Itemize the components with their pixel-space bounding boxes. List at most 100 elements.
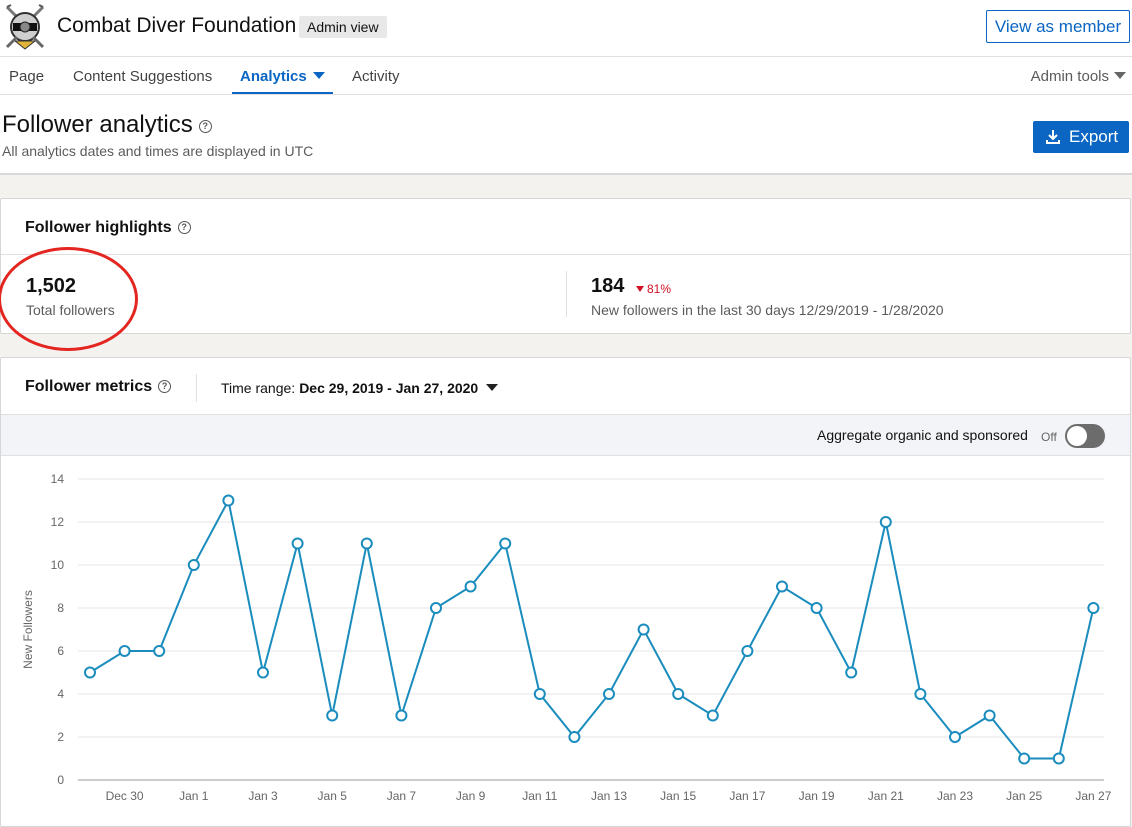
top-bar: Combat Diver Foundation Admin view View … xyxy=(0,0,1132,57)
x-tick-label: Dec 30 xyxy=(106,789,144,803)
export-label: Export xyxy=(1069,127,1119,146)
download-icon xyxy=(1046,130,1060,144)
x-tick-label: Jan 13 xyxy=(591,789,627,803)
x-tick-label: Jan 21 xyxy=(868,789,904,803)
time-range-dropdown[interactable]: Time range: Dec 29, 2019 - Jan 27, 2020 xyxy=(221,380,499,396)
card-title: Follower highlights? xyxy=(25,219,191,237)
tab-analytics[interactable]: Analytics xyxy=(232,57,333,94)
data-point xyxy=(776,580,788,593)
red-circle-annotation xyxy=(0,247,138,351)
x-tick-label: Jan 5 xyxy=(318,789,348,803)
data-point xyxy=(983,709,996,722)
delta-value: 81% xyxy=(647,282,672,296)
data-point xyxy=(879,516,892,528)
y-tick-label: 2 xyxy=(57,730,64,744)
data-point xyxy=(914,688,927,700)
help-icon[interactable]: ? xyxy=(177,221,191,235)
page-subtitle: All analytics dates and times are displa… xyxy=(2,143,314,159)
admin-tools-menu[interactable]: Admin tools xyxy=(1031,57,1126,95)
data-point xyxy=(222,494,235,507)
tab-content-suggestions-label: Content Suggestions xyxy=(73,68,213,85)
data-point xyxy=(464,580,477,593)
chevron-down-icon xyxy=(1114,72,1126,79)
x-tick-label: Jan 23 xyxy=(937,789,973,803)
diver-helmet-logo-icon[interactable] xyxy=(3,3,47,51)
data-point xyxy=(810,602,823,614)
x-tick-label: Jan 25 xyxy=(1006,789,1042,803)
page-title: Follower analytics? xyxy=(2,111,212,139)
new-followers-label: New followers in the last 30 days 12/29/… xyxy=(591,302,944,318)
toggle-knob xyxy=(1067,426,1087,446)
export-button[interactable]: Export xyxy=(1033,121,1129,153)
aggregate-label: Aggregate organic and sponsored xyxy=(817,427,1028,443)
tab-analytics-label: Analytics xyxy=(240,68,307,85)
data-point xyxy=(360,537,373,550)
data-point xyxy=(257,666,269,679)
y-axis-label: New Followers xyxy=(21,590,35,669)
data-point xyxy=(1052,752,1065,765)
tab-activity[interactable]: Activity xyxy=(352,57,400,95)
x-tick-label: Jan 3 xyxy=(248,789,278,803)
view-as-member-button[interactable]: View as member xyxy=(986,10,1130,43)
divider xyxy=(1,254,1130,255)
page-header: Follower analytics? All analytics dates … xyxy=(0,95,1132,175)
data-point xyxy=(741,645,754,657)
y-tick-label: 4 xyxy=(57,687,64,701)
divider xyxy=(196,374,197,402)
admin-tools-label: Admin tools xyxy=(1030,68,1109,85)
toggle-state-label: Off xyxy=(1041,430,1057,444)
data-point xyxy=(118,645,131,657)
data-point xyxy=(568,731,581,743)
new-followers-line-chart: 0 2 4 6 8 10 12 14 New Followers Dec 30 Jan 1 Jan 3… xyxy=(21,472,1112,803)
metrics-title: Follower metrics xyxy=(25,378,153,395)
time-range-label: Time range: xyxy=(221,380,296,396)
data-point xyxy=(845,666,858,679)
help-icon[interactable]: ? xyxy=(198,120,212,133)
y-tick-label: 0 xyxy=(57,773,64,787)
y-tick-label: 10 xyxy=(51,558,65,572)
chevron-down-icon xyxy=(486,384,499,391)
x-tick-label: Jan 11 xyxy=(522,789,557,803)
data-point xyxy=(326,709,339,722)
time-range-value: Dec 29, 2019 - Jan 27, 2020 xyxy=(299,380,479,396)
help-icon[interactable]: ? xyxy=(158,380,172,394)
x-tick-label: Jan 1 xyxy=(179,789,209,803)
page-title-text: Follower analytics xyxy=(2,111,193,138)
tab-page[interactable]: Page xyxy=(9,57,44,95)
data-point xyxy=(187,559,200,571)
new-followers-value: 184 xyxy=(591,275,625,297)
data-point xyxy=(949,731,961,743)
data-point xyxy=(430,602,442,614)
tab-activity-label: Activity xyxy=(352,68,400,85)
page-nav: Page Content Suggestions Analytics Activ… xyxy=(0,57,1132,95)
triangle-down-icon xyxy=(636,286,644,292)
y-tick-label: 6 xyxy=(57,644,64,658)
x-tick-label: Jan 17 xyxy=(729,789,765,803)
data-point xyxy=(672,688,685,700)
tab-content-suggestions[interactable]: Content Suggestions xyxy=(73,57,212,95)
data-point xyxy=(706,709,719,722)
aggregate-bar: Aggregate organic and sponsored Off xyxy=(1,414,1130,456)
data-point xyxy=(533,688,546,700)
data-point xyxy=(637,623,650,636)
follower-metrics-card: Follower metrics? Time range: Dec 29, 201… xyxy=(0,357,1131,827)
data-point xyxy=(84,666,96,679)
chevron-down-icon xyxy=(312,72,325,79)
y-tick-label: 12 xyxy=(51,515,65,529)
organization-name: Combat Diver Foundation xyxy=(57,14,297,37)
divider xyxy=(566,271,567,317)
x-tick-label: Jan 19 xyxy=(799,789,835,803)
data-point xyxy=(1087,602,1100,614)
aggregate-toggle[interactable] xyxy=(1065,424,1105,448)
admin-view-badge: Admin view xyxy=(299,16,387,38)
x-tick-label: Jan 15 xyxy=(660,789,696,803)
tab-page-label: Page xyxy=(9,68,45,85)
x-tick-label: Jan 27 xyxy=(1075,789,1111,803)
follower-highlights-card: Follower highlights? 1,502 Total followe… xyxy=(0,198,1131,334)
new-followers-delta: 81% xyxy=(636,282,671,296)
highlights-title: Follower highlights xyxy=(25,219,172,236)
data-point xyxy=(499,537,512,550)
card-title: Follower metrics? xyxy=(25,378,172,396)
y-tick-label: 8 xyxy=(57,601,64,615)
series-line xyxy=(89,497,1095,760)
